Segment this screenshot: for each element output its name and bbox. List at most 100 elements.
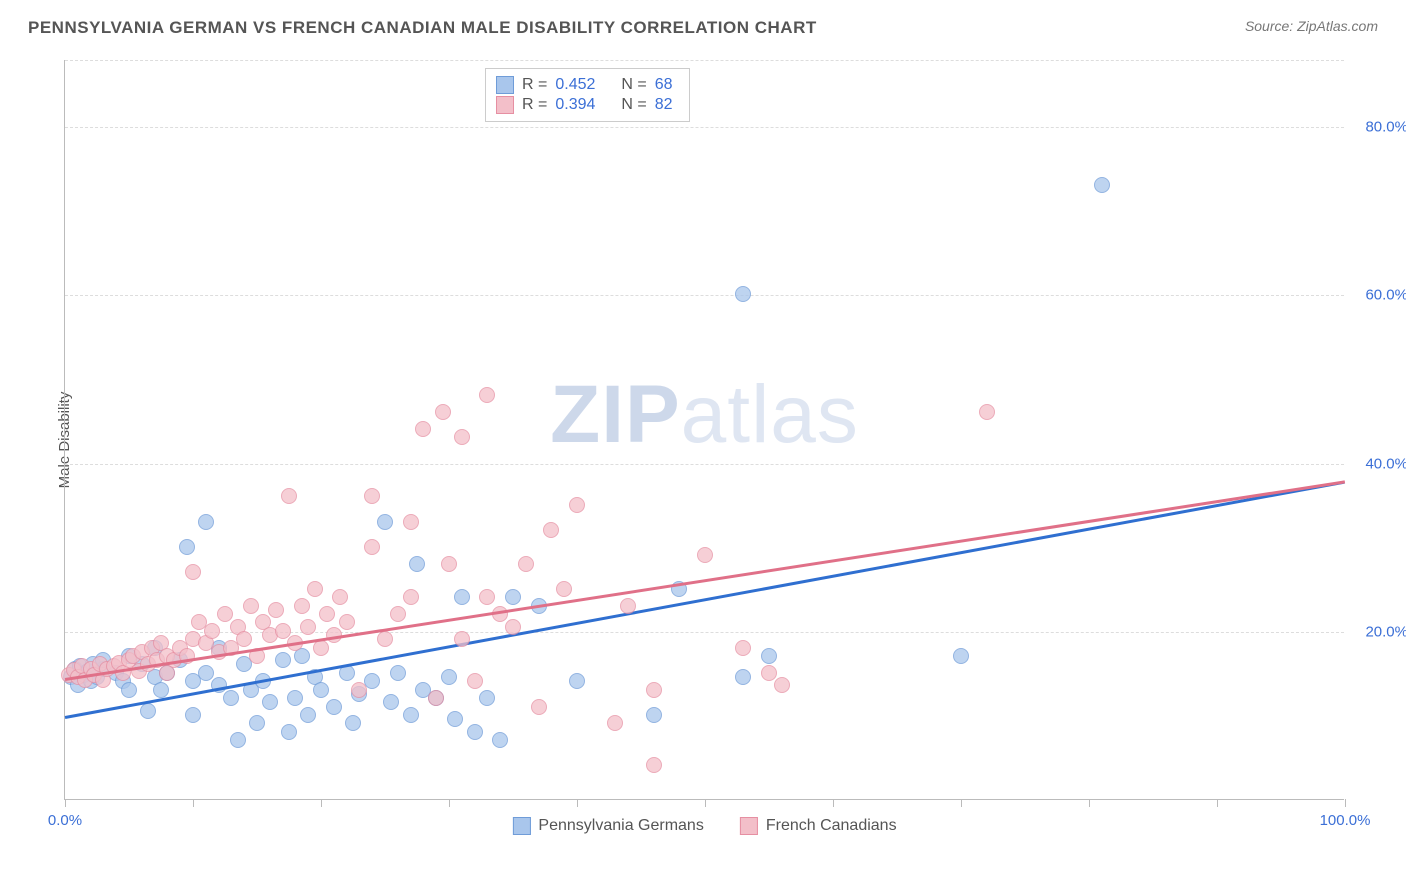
legend-swatch [496, 96, 514, 114]
grid-line [65, 464, 1344, 465]
data-point [953, 648, 969, 664]
y-tick-label: 20.0% [1365, 623, 1406, 640]
data-point [447, 711, 463, 727]
data-point [204, 623, 220, 639]
grid-line [65, 60, 1344, 61]
data-point [435, 404, 451, 420]
data-point [313, 640, 329, 656]
data-point [390, 665, 406, 681]
n-label: N = [621, 76, 646, 94]
data-point [364, 539, 380, 555]
data-point [275, 623, 291, 639]
trend-line [65, 480, 1345, 680]
data-point [774, 677, 790, 693]
r-label: R = [522, 76, 547, 94]
data-point [479, 589, 495, 605]
chart-title: PENNSYLVANIA GERMAN VS FRENCH CANADIAN M… [28, 18, 817, 38]
data-point [979, 404, 995, 420]
data-point [409, 556, 425, 572]
grid-line [65, 632, 1344, 633]
x-tick-label: 0.0% [48, 812, 82, 829]
x-tick [321, 799, 322, 807]
data-point [281, 488, 297, 504]
bottom-legend: Pennsylvania Germans French Canadians [512, 817, 896, 835]
data-point [428, 690, 444, 706]
trend-line [65, 480, 1345, 718]
n-label: N = [621, 96, 646, 114]
data-point [377, 631, 393, 647]
x-tick [193, 799, 194, 807]
legend-swatch [512, 817, 530, 835]
x-tick [705, 799, 706, 807]
data-point [319, 606, 335, 622]
x-tick [833, 799, 834, 807]
data-point [217, 606, 233, 622]
data-point [140, 703, 156, 719]
data-point [121, 682, 137, 698]
data-point [1094, 177, 1110, 193]
data-point [230, 732, 246, 748]
data-point [646, 707, 662, 723]
data-point [505, 619, 521, 635]
n-value: 68 [655, 76, 673, 94]
data-point [390, 606, 406, 622]
data-point [185, 707, 201, 723]
grid-line [65, 127, 1344, 128]
r-value: 0.452 [555, 76, 595, 94]
data-point [300, 707, 316, 723]
chart-source: Source: ZipAtlas.com [1245, 18, 1378, 34]
data-point [287, 690, 303, 706]
data-point [262, 694, 278, 710]
data-point [403, 707, 419, 723]
x-tick [1089, 799, 1090, 807]
y-tick-label: 60.0% [1365, 287, 1406, 304]
data-point [236, 631, 252, 647]
data-point [332, 589, 348, 605]
scatter-plot: ZIPatlas R =0.452N =68R =0.394N =82 Penn… [64, 60, 1344, 800]
data-point [294, 598, 310, 614]
stats-row: R = 0.452 N = 68 [496, 75, 673, 95]
x-tick [65, 799, 66, 807]
data-point [198, 514, 214, 530]
data-point [300, 619, 316, 635]
data-point [607, 715, 623, 731]
data-point [467, 673, 483, 689]
data-point [505, 589, 521, 605]
r-label: R = [522, 96, 547, 114]
data-point [281, 724, 297, 740]
legend-swatch [496, 76, 514, 94]
chart-area: Male Disability ZIPatlas R =0.452N =68R … [54, 50, 1374, 830]
data-point [326, 699, 342, 715]
legend-swatch [740, 817, 758, 835]
data-point [646, 682, 662, 698]
y-tick-label: 80.0% [1365, 119, 1406, 136]
data-point [313, 682, 329, 698]
watermark-suffix: atlas [681, 369, 859, 460]
legend-label: French Canadians [766, 817, 897, 835]
stats-row: R =0.394N =82 [496, 95, 673, 115]
data-point [351, 682, 367, 698]
data-point [179, 539, 195, 555]
data-point [479, 387, 495, 403]
data-point [556, 581, 572, 597]
legend-label: Pennsylvania Germans [538, 817, 703, 835]
data-point [415, 421, 431, 437]
data-point [243, 598, 259, 614]
stats-legend-box: R =0.452N =68R =0.394N =82 [485, 68, 690, 122]
data-point [620, 598, 636, 614]
data-point [735, 669, 751, 685]
data-point [403, 514, 419, 530]
x-tick [1217, 799, 1218, 807]
data-point [403, 589, 419, 605]
n-value: 82 [655, 96, 673, 114]
x-tick [577, 799, 578, 807]
legend-item: French Canadians [740, 817, 897, 835]
x-tick-label: 100.0% [1320, 812, 1371, 829]
data-point [697, 547, 713, 563]
data-point [761, 648, 777, 664]
data-point [735, 286, 751, 302]
source-value: ZipAtlas.com [1297, 18, 1378, 34]
data-point [531, 699, 547, 715]
data-point [153, 682, 169, 698]
data-point [383, 694, 399, 710]
